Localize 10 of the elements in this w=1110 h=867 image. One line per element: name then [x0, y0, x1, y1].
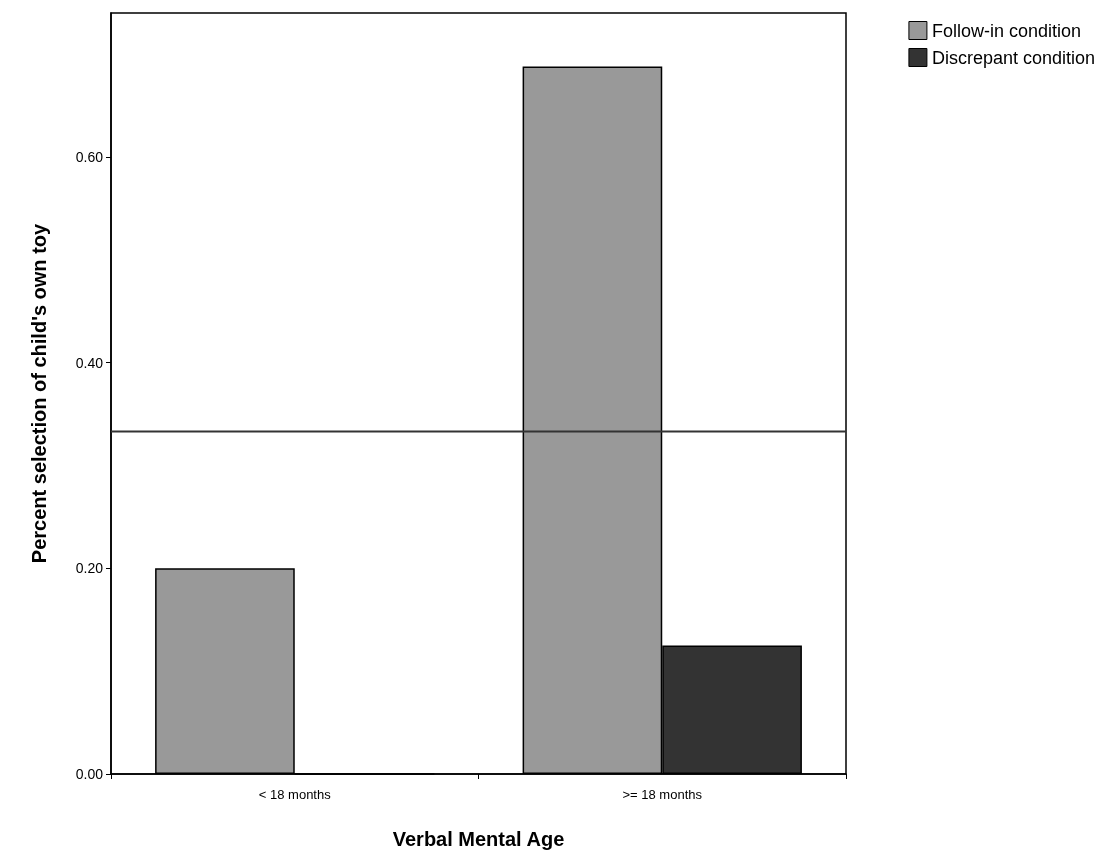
y-tick-label: 0.40	[75, 354, 104, 371]
legend-label: Discrepant condition	[931, 47, 1095, 68]
x-tick-label: >= 18 months	[622, 787, 703, 802]
y-tick-label: 0.00	[75, 766, 104, 782]
x-tick-label: < 18 months	[258, 787, 332, 802]
legend-label: Follow-in condition	[931, 20, 1081, 41]
x-axis-title: Verbal Mental Age	[392, 828, 565, 850]
y-axis-title: Percent selection of child's own toy	[28, 223, 50, 564]
y-tick-label: 0.20	[75, 560, 104, 577]
y-tick-label: 0.60	[75, 148, 104, 165]
